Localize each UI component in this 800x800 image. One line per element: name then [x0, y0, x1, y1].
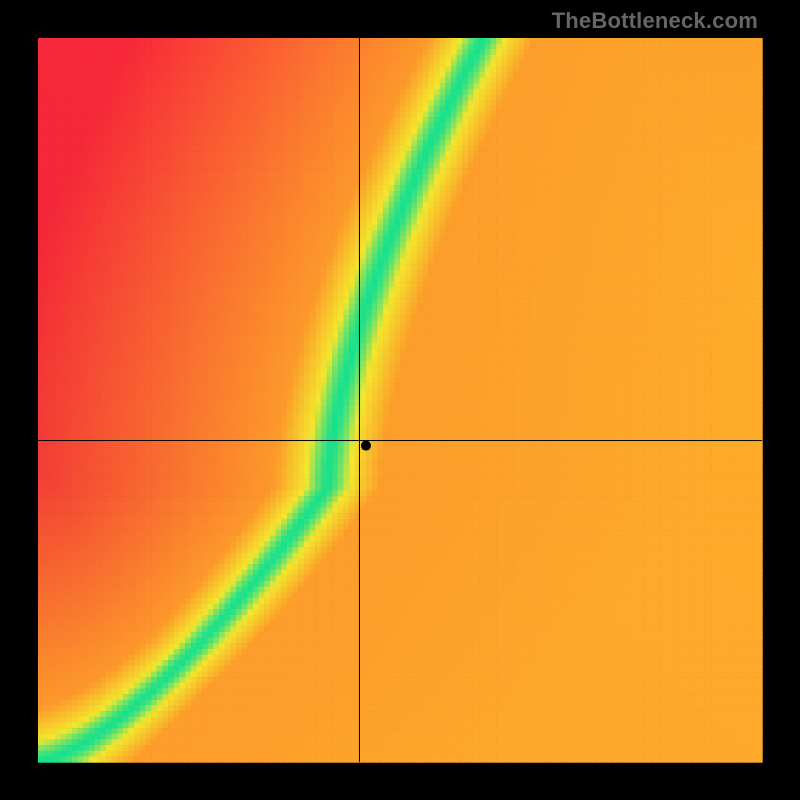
chart-container: TheBottleneck.com — [0, 0, 800, 800]
watermark-text: TheBottleneck.com — [552, 8, 758, 34]
bottleneck-heatmap — [0, 0, 800, 800]
